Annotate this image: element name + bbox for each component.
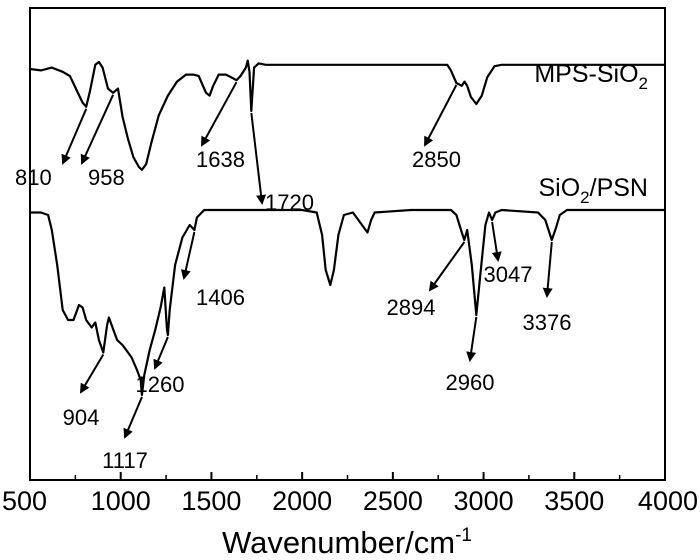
x-tick-label: 2000 [272,486,332,516]
series-label-1: SiO2/PSN [538,174,648,207]
peak-label-958: 958 [88,165,125,190]
x-tick-label: 1500 [181,486,241,516]
peak-arrow-1638 [201,81,238,147]
series-label-0: MPS-SiO2 [534,60,648,93]
peak-arrow-3047 [491,221,502,262]
x-axis-ticks: 500 1000 1500 2000 2500 3000 3500 4000 [2,472,698,516]
peak-label-2894: 2894 [387,295,436,320]
series-labels: MPS-SiO2 SiO2/PSN [534,60,648,207]
x-tick-label: 2500 [363,486,423,516]
peak-arrow-1720 [250,112,267,205]
peak-arrow-1406 [180,231,196,280]
peak-label-3376: 3376 [523,310,572,335]
peak-arrow-958 [80,94,115,165]
peak-arrow-2850 [424,84,458,147]
x-tick-label: 1000 [91,486,151,516]
x-axis-title: Wavenumber/cm-1 [222,525,472,560]
peak-arrow-3376 [542,241,553,298]
peak-arrow-2894 [428,241,466,292]
peak-label-2960: 2960 [446,370,495,395]
series-line-0 [29,59,665,171]
x-tick-label: 4000 [638,486,698,516]
peak-arrow-810 [61,108,88,165]
peak-label-3047: 3047 [484,262,533,287]
peak-label-810: 810 [15,165,52,190]
peak-label-1406: 1406 [196,285,245,310]
peak-label-1260: 1260 [136,372,185,397]
peak-label-904: 904 [63,405,100,430]
peak-arrow-904 [79,353,105,394]
x-tick-label: 3500 [544,486,604,516]
series-line-1 [30,208,665,397]
peak-label-2850: 2850 [412,147,461,172]
x-tick-label: 3000 [454,486,514,516]
peak-arrow-2960 [466,316,478,362]
peak-label-1638: 1638 [196,147,245,172]
peak-arrow-1117 [123,396,143,439]
peak-arrow-1260 [153,336,169,370]
x-tick-label: 500 [2,486,47,516]
peak-label-1117: 1117 [102,448,148,473]
series-layer [29,59,665,397]
peak-label-1720: 1720 [265,190,314,215]
